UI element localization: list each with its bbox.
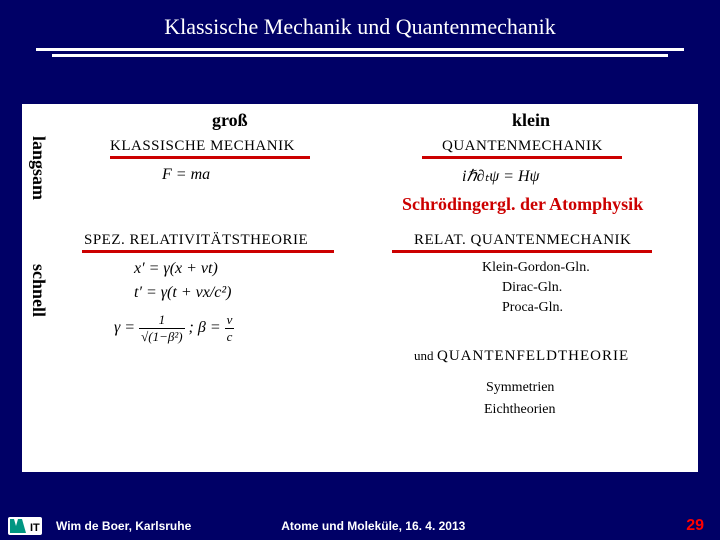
title-rule-outer: [36, 48, 684, 51]
footer-page-number: 29: [686, 517, 704, 535]
content-panel: groß klein langsam schnell KLASSISCHE ME…: [22, 104, 698, 472]
row-label-schnell: schnell: [28, 264, 49, 317]
gamma-lhs: γ =: [114, 319, 135, 336]
section-qft: QUANTENFELDTHEORIE: [437, 348, 629, 364]
eq-klein-gordon: Klein-Gordon-Gln.: [482, 260, 590, 276]
formula-schrodinger: iℏ∂ₜψ = Hψ: [462, 166, 539, 186]
eq-proca: Proca-Gln.: [502, 300, 563, 316]
qft-eich: Eichtheorien: [484, 402, 556, 418]
beta-den: c: [225, 329, 235, 345]
formula-srt-t: t′ = γ(t + vx/c²): [134, 284, 232, 302]
qft-und: und: [414, 348, 434, 363]
beta-num: v: [225, 312, 235, 329]
annotation-schrodinger: Schrödingergl. der Atomphysik: [402, 194, 643, 215]
section-klass-mech: KLASSISCHE MECHANIK: [110, 138, 295, 155]
underline-quant-mech: [422, 156, 622, 159]
section-rel-qm: RELAT. QUANTENMECHANIK: [414, 232, 631, 249]
formula-newton: F = ma: [162, 166, 210, 184]
gamma-den: √(1−β²): [139, 329, 184, 345]
kit-logo: IT: [8, 515, 42, 537]
underline-klass-mech: [110, 156, 310, 159]
footer-bar: IT Wim de Boer, Karlsruhe Atome und Mole…: [0, 512, 720, 540]
title-rule-inner: [52, 54, 668, 57]
qft-sym: Symmetrien: [486, 380, 554, 396]
footer-author: Wim de Boer, Karlsruhe: [56, 519, 191, 533]
svg-text:IT: IT: [30, 522, 40, 534]
row-label-langsam: langsam: [28, 136, 49, 200]
beta-lhs: ; β =: [189, 319, 221, 336]
formula-gamma: γ = 1 √(1−β²) ; β = v c: [114, 312, 234, 345]
qft-line: und QUANTENFELDTHEORIE: [414, 348, 629, 365]
section-quant-mech: QUANTENMECHANIK: [442, 138, 603, 155]
underline-spez-rel: [82, 250, 334, 253]
col-header-klein: klein: [512, 110, 550, 131]
formula-srt-x: x′ = γ(x + vt): [134, 260, 218, 278]
col-header-gross: groß: [212, 110, 248, 131]
section-spez-rel: SPEZ. RELATIVITÄTSTHEORIE: [84, 232, 308, 249]
underline-rel-qm: [392, 250, 652, 253]
gamma-num: 1: [139, 312, 184, 329]
slide-title: Klassische Mechanik und Quantenmechanik: [0, 0, 720, 40]
eq-dirac: Dirac-Gln.: [502, 280, 562, 296]
footer-lecture: Atome und Moleküle, 16. 4. 2013: [281, 519, 465, 533]
